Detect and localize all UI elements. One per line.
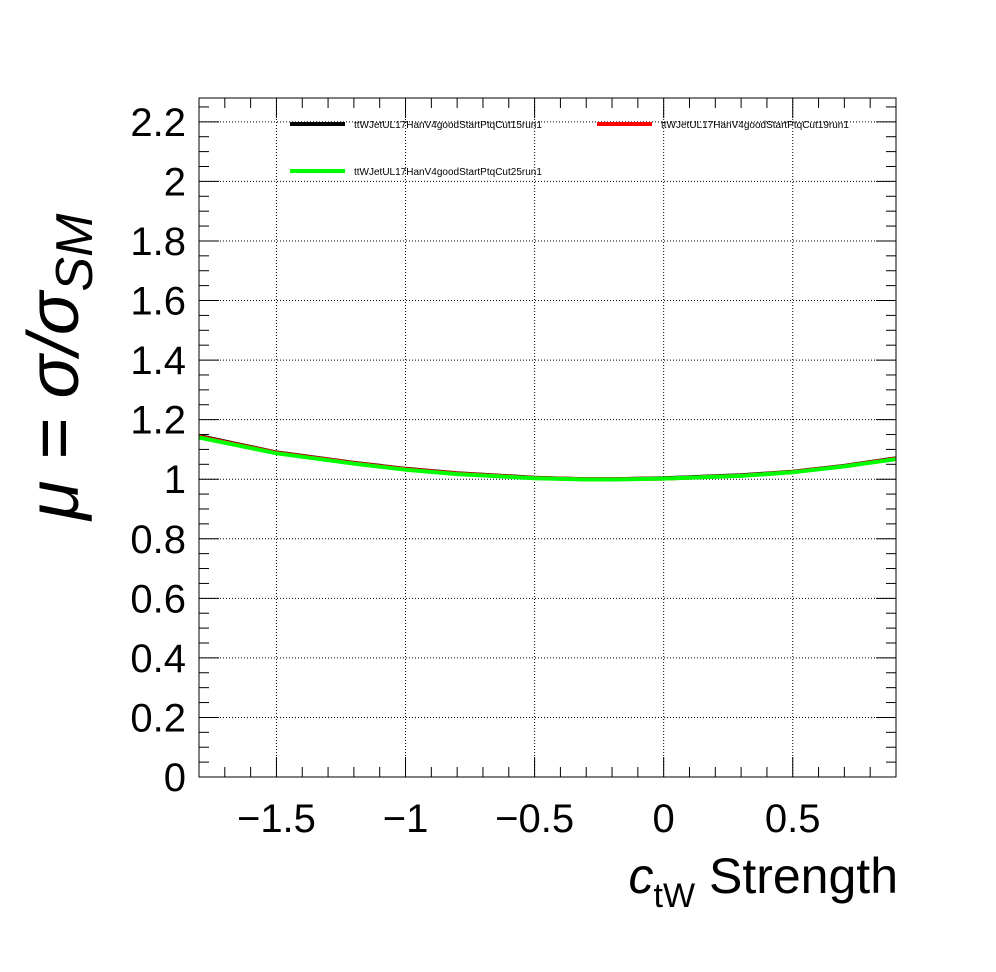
series-line-3 [198, 435, 897, 482]
plot-frame [198, 97, 897, 778]
y-tick-label: 2.2 [130, 101, 186, 145]
x-tick-labels: −1.5 −1 −0.5 0 0.5 [237, 797, 821, 841]
x-tick-label: 0.5 [765, 797, 821, 841]
y-tick-label: 0.2 [130, 696, 186, 740]
y-tick-label: 1.2 [130, 399, 186, 443]
series-lines [198, 434, 897, 482]
y-tick-label: 1.6 [130, 280, 186, 324]
y-tick-label: 0 [164, 756, 186, 800]
legend-label-2: ttWJetUL17HanV4goodStartPtqCut19run1 [661, 120, 849, 131]
legend: ttWJetUL17HanV4goodStartPtqCut15run1 ttWJ… [290, 120, 849, 178]
x-axis-title: ctW Strength [629, 848, 898, 915]
y-tick-label: 0.4 [130, 637, 186, 681]
y-tick-label: 1 [164, 458, 186, 502]
y-tick-labels: 0 0.2 0.4 0.6 0.8 1 1.2 1.4 1.6 1.8 2 2.2 [130, 101, 186, 800]
minor-ticks [198, 98, 897, 778]
y-tick-label: 0.6 [130, 577, 186, 621]
legend-label-3: ttWJetUL17HanV4goodStartPtqCut25run1 [354, 167, 542, 178]
y-tick-label: 1.4 [130, 339, 186, 383]
x-tick-label: −0.5 [495, 797, 574, 841]
x-tick-label: 0 [653, 797, 675, 841]
y-axis-title: μ = σ/σSM [14, 213, 104, 522]
x-tick-label: −1 [383, 797, 429, 841]
y-tick-label: 2 [164, 160, 186, 204]
y-tick-label: 1.8 [130, 220, 186, 264]
legend-label-1: ttWJetUL17HanV4goodStartPtqCut15run1 [354, 120, 542, 131]
y-tick-label: 0.8 [130, 518, 186, 562]
x-tick-label: −1.5 [237, 797, 316, 841]
